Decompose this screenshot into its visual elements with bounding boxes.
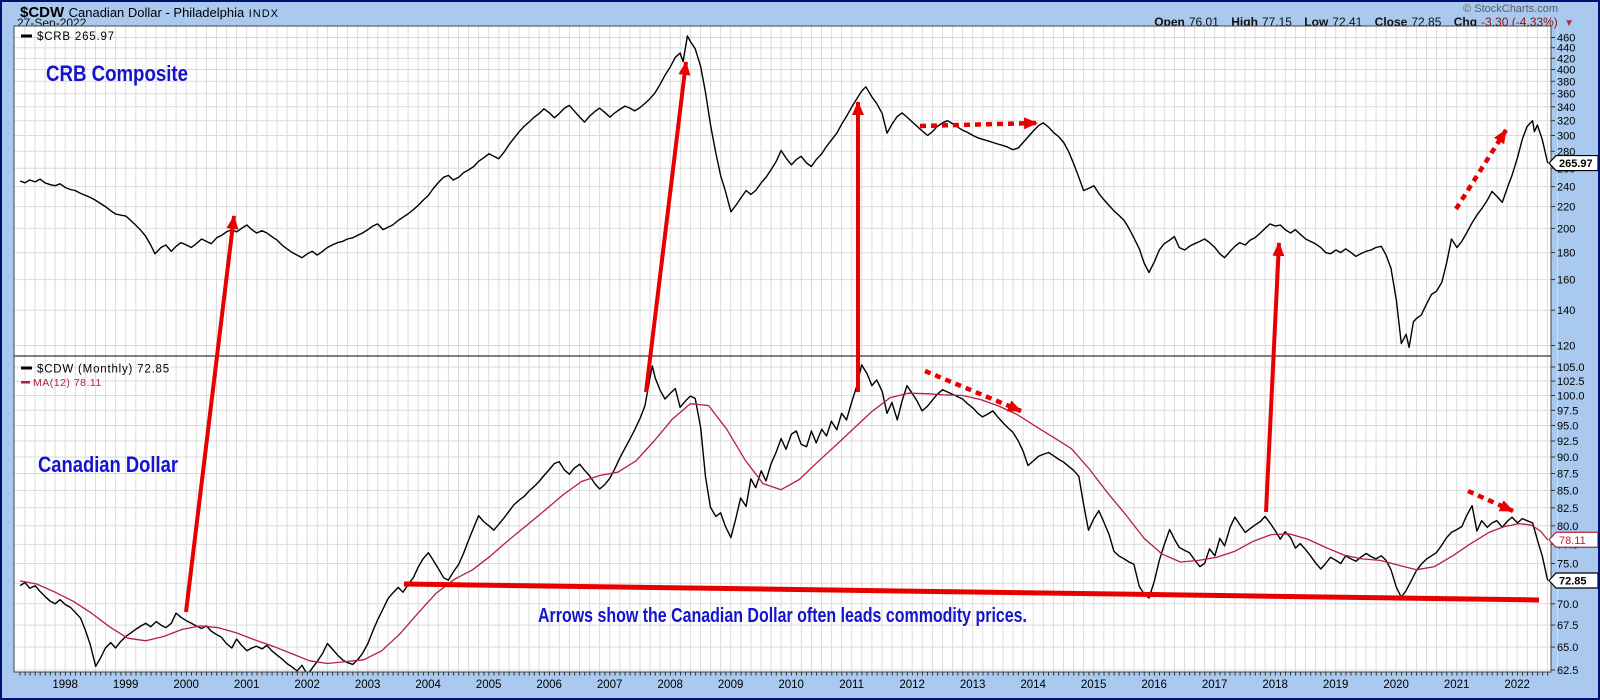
y-tick-label: 87.5: [1557, 468, 1578, 480]
y-tick-label: 320: [1557, 116, 1575, 128]
lead-note-sentence: Arrows show the Canadian Dollar often le…: [538, 605, 1027, 627]
cdw-legend-label: $CDW (Monthly) 72.85: [37, 364, 170, 376]
price-tag-ma-label: 78.11: [1559, 535, 1586, 547]
y-tick-label: 97.5: [1557, 405, 1578, 417]
crb-legend-swatch: [21, 34, 32, 38]
chg-down-triangle-icon: ▼: [1564, 18, 1574, 29]
exchange-tag: INDX: [248, 8, 279, 20]
y-tick-label: 82.5: [1557, 503, 1578, 515]
y-tick-label: 140: [1557, 305, 1575, 317]
year-label: 2015: [1081, 679, 1107, 691]
price-tag-crb: [1548, 154, 1598, 172]
year-label: 2003: [355, 679, 381, 691]
ma-legend-label: MA(12) 78.11: [33, 377, 102, 389]
sideways-arrow-crb-2013: [919, 117, 1038, 130]
price-tag-ma: [1548, 531, 1598, 548]
y-tick-label: 70.0: [1557, 599, 1578, 611]
y-tick-label: 240: [1557, 182, 1575, 194]
plot-frame: [13, 25, 1552, 673]
year-label: 2002: [294, 679, 320, 691]
year-label: 2016: [1141, 679, 1167, 691]
y-tick-label: 340: [1557, 102, 1575, 114]
year-label: 2013: [960, 679, 986, 691]
year-label: 2022: [1504, 679, 1530, 691]
up-arrow-crb-2022: [1454, 128, 1508, 211]
cdw-line: [19, 364, 1549, 672]
chart-title: $CDW Canadian Dollar - Philadelphia INDX: [20, 4, 279, 22]
year-label: 2011: [839, 679, 864, 691]
year-label: 2012: [899, 679, 925, 691]
y-tick-label: 90.0: [1557, 452, 1578, 464]
cdw-legend-swatch: [21, 366, 32, 370]
y-tick-label: 400: [1557, 65, 1575, 77]
year-label: 2009: [718, 679, 744, 691]
y-tick-label: 80.0: [1557, 521, 1578, 533]
lead-arrow-2018: [1264, 242, 1285, 513]
year-label: 2004: [415, 679, 441, 691]
symbol: $CDW: [20, 4, 65, 21]
y-tick-label: 65.0: [1557, 642, 1578, 654]
plot-background: [14, 26, 1551, 672]
cdw-panel-label: Canadian Dollar: [38, 452, 178, 477]
crb-line: [19, 35, 1549, 349]
y-tick-label: 95.0: [1557, 420, 1578, 432]
y-tick-label: 440: [1557, 43, 1575, 55]
y-tick-label: 220: [1557, 202, 1575, 214]
year-label: 2014: [1020, 679, 1046, 691]
year-label: 2017: [1202, 679, 1228, 691]
year-label: 2006: [536, 679, 562, 691]
copyright: © StockCharts.com: [1463, 3, 1558, 15]
year-label: 1999: [113, 679, 139, 691]
year-label: 2019: [1323, 679, 1349, 691]
down-arrow-cdw-2022: [1467, 488, 1514, 514]
horizontal-gridlines: [14, 37, 1551, 671]
cdw-ma-line: [19, 392, 1549, 665]
symbol-name: Canadian Dollar - Philadelphia: [68, 5, 245, 20]
year-label: 2018: [1262, 679, 1288, 691]
lead-arrow-2008: [644, 61, 691, 393]
y-tick-label: 420: [1557, 53, 1575, 65]
price-tag-cdw: [1548, 572, 1598, 589]
y-tick-label: 120: [1557, 341, 1575, 353]
y-tick-label: 100.0: [1557, 390, 1585, 402]
y-tick-label: 75.0: [1557, 559, 1578, 571]
y-tick-label: 67.5: [1557, 620, 1578, 632]
year-label: 2007: [597, 679, 623, 691]
y-tick-label: 180: [1557, 248, 1575, 260]
y-tick-label: 200: [1557, 223, 1575, 235]
year-label: 2008: [657, 679, 683, 691]
lead-arrow-2000: [184, 215, 239, 613]
y-tick-label: 300: [1557, 130, 1575, 142]
month-ticks: [19, 672, 1549, 676]
y-tick-label: 92.5: [1557, 436, 1578, 448]
vertical-gridlines: [24, 26, 1559, 672]
year-label: 2001: [234, 679, 260, 691]
year-label: 1998: [52, 679, 78, 691]
year-label: 2000: [173, 679, 199, 691]
price-tag-crb-label: 265.97: [1559, 158, 1593, 170]
y-tick-label: 102.5: [1557, 376, 1585, 388]
y-tick-label: 105.0: [1557, 362, 1585, 374]
y-tick-label: 460: [1557, 33, 1575, 45]
price-tag-cdw-label: 72.85: [1559, 576, 1587, 588]
y-tick-label: 62.5: [1557, 665, 1578, 677]
ma-legend-swatch: [21, 381, 30, 384]
crb-panel-label: CRB Composite: [46, 61, 188, 86]
y-tick-label: 85.0: [1557, 485, 1578, 497]
year-label: 2020: [1383, 679, 1409, 691]
crb-legend-label: $CRB 265.97: [37, 31, 115, 43]
year-label: 2021: [1444, 679, 1470, 691]
y-tick-label: 360: [1557, 89, 1575, 101]
year-label: 2005: [476, 679, 502, 691]
support-trendline: [403, 581, 1540, 603]
y-tick-label: 160: [1557, 275, 1575, 287]
y-tick-label: 380: [1557, 76, 1575, 88]
year-label: 2010: [778, 679, 804, 691]
